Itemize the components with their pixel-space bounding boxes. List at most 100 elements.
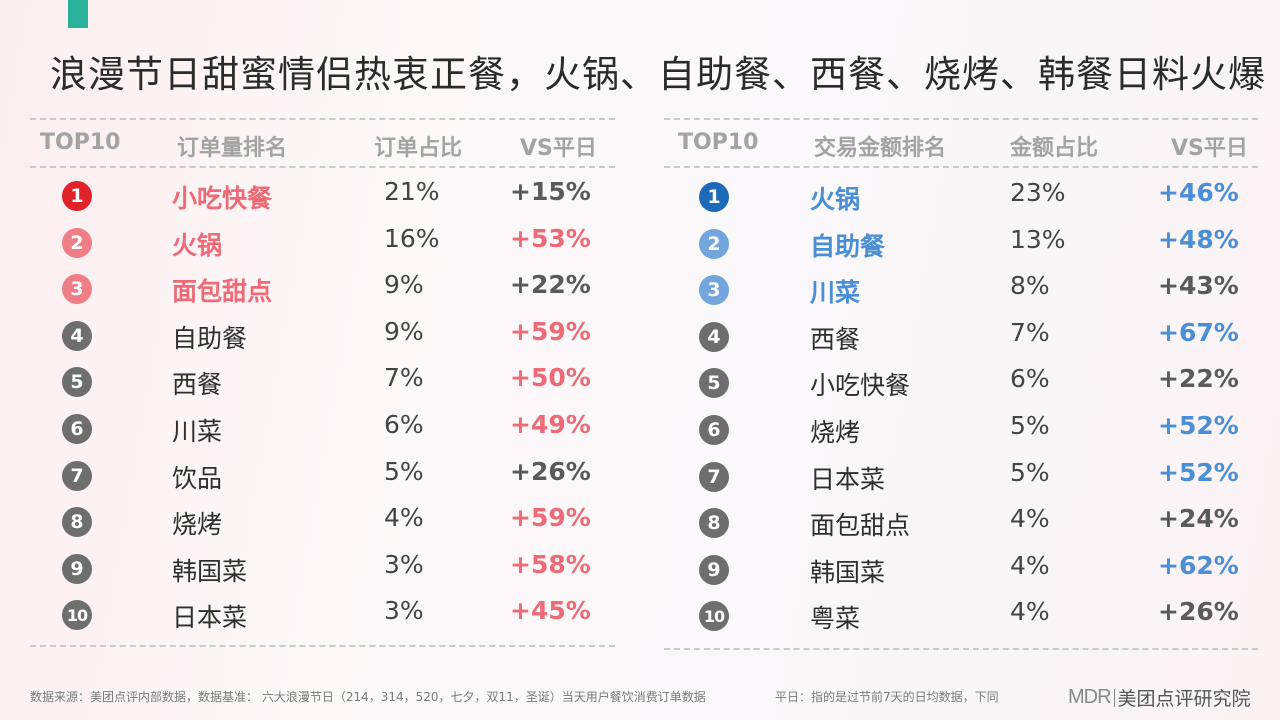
table-bottom-divider — [30, 644, 615, 647]
table-top-divider — [30, 118, 615, 120]
share-value: 8% — [1010, 271, 1050, 301]
category-name: 粤菜 — [810, 604, 861, 634]
baseline-note: 平日：指的是过节前7天的日均数据，下同 — [775, 690, 999, 704]
vs-weekday-value: +46% — [1158, 178, 1239, 207]
table-row: 7 饮品 5% +26% — [30, 453, 615, 500]
share-value: 7% — [384, 363, 424, 393]
share-value: 9% — [384, 270, 424, 300]
vs-weekday-value: +26% — [1158, 597, 1239, 627]
table-row: 2 火锅 16% +53% — [30, 220, 615, 267]
vs-weekday-value: +67% — [1158, 317, 1239, 347]
rank-badge: 6 — [62, 413, 92, 444]
rank-badge: 2 — [62, 227, 92, 258]
category-name: 韩国菜 — [810, 557, 886, 587]
table-row: 3 面包甜点 9% +22% — [30, 266, 615, 313]
rank-badge: 10 — [62, 600, 92, 631]
table-header: TOP10 订单量排名 订单占比 VS平日 — [30, 120, 615, 166]
share-value: 23% — [1010, 178, 1066, 207]
header-category: 交易金额排名 — [814, 136, 947, 161]
logo-mark: MDR — [1068, 686, 1112, 708]
table-row: 1 火锅 23% +46% — [664, 174, 1258, 221]
share-value: 16% — [384, 223, 440, 253]
share-value: 5% — [384, 456, 424, 486]
table-header: TOP10 交易金额排名 金额占比 VS平日 — [664, 120, 1258, 166]
vs-weekday-value: +22% — [510, 270, 591, 300]
rank-badge: 1 — [699, 182, 729, 212]
table-row: 4 自助餐 9% +59% — [30, 313, 615, 360]
table-row: 9 韩国菜 4% +62% — [664, 547, 1258, 594]
vs-weekday-value: +50% — [510, 363, 591, 393]
accent-block — [68, 0, 88, 28]
category-name: 烧烤 — [810, 417, 861, 447]
category-name: 烧烤 — [172, 510, 223, 540]
table-row: 7 日本菜 5% +52% — [664, 454, 1258, 501]
table-row: 1 小吃快餐 21% +15% — [30, 173, 615, 220]
rank-badge: 2 — [699, 228, 729, 259]
category-name: 面包甜点 — [172, 277, 273, 307]
rank-badge: 4 — [699, 321, 729, 352]
table-row: 5 小吃快餐 6% +22% — [664, 360, 1258, 407]
logo-divider — [1113, 688, 1115, 707]
header-vs: VS平日 — [520, 136, 597, 161]
category-name: 饮品 — [172, 463, 223, 493]
table-row: 8 烧烤 4% +59% — [30, 499, 615, 546]
table-row: 5 西餐 7% +50% — [30, 359, 615, 406]
rank-badge: 8 — [62, 507, 92, 538]
vs-weekday-value: +59% — [510, 316, 591, 346]
rank-badge: 4 — [62, 320, 92, 351]
rank-badge: 1 — [62, 181, 92, 211]
table-row: 8 面包甜点 4% +24% — [664, 500, 1258, 547]
rank-badge: 3 — [699, 275, 729, 306]
share-value: 3% — [384, 549, 424, 579]
logo-text: 美团点评研究院 — [1117, 688, 1251, 710]
vs-weekday-value: +62% — [1158, 550, 1239, 580]
table-bottom-divider — [664, 647, 1258, 650]
vs-weekday-value: +58% — [510, 549, 591, 579]
page-title: 浪漫节日甜蜜情侣热衷正餐，火锅、自助餐、西餐、烧烤、韩餐日料火爆 — [50, 53, 1266, 96]
rank-badge: 3 — [62, 274, 92, 305]
category-name: 小吃快餐 — [810, 371, 911, 401]
rank-badge: 5 — [62, 367, 92, 398]
category-name: 日本菜 — [810, 464, 886, 494]
table-row: 10 粤菜 4% +26% — [664, 593, 1258, 640]
table-top-divider — [664, 118, 1258, 120]
order-ranking-table: TOP10 订单量排名 订单占比 VS平日 1 小吃快餐 21% +15% 2 火锅 16%… — [30, 118, 615, 647]
category-name: 自助餐 — [810, 231, 886, 261]
rank-badge: 10 — [699, 601, 729, 632]
vs-weekday-value: +49% — [510, 409, 591, 439]
table-row: 2 自助餐 13% +48% — [664, 221, 1258, 268]
vs-weekday-value: +43% — [1158, 271, 1239, 301]
table-row: 4 西餐 7% +67% — [664, 314, 1258, 361]
category-name: 火锅 — [810, 185, 861, 214]
share-value: 3% — [384, 596, 424, 626]
category-name: 川菜 — [810, 278, 861, 308]
category-name: 日本菜 — [172, 603, 248, 633]
share-value: 4% — [1010, 504, 1050, 534]
rank-badge: 9 — [699, 554, 729, 585]
header-vs: VS平日 — [1171, 136, 1248, 161]
table-row: 6 川菜 6% +49% — [30, 406, 615, 453]
sales-ranking-table: TOP10 交易金额排名 金额占比 VS平日 1 火锅 23% +46% 2 自助餐 13%… — [664, 118, 1258, 650]
table-row: 3 川菜 8% +43% — [664, 267, 1258, 314]
table-header-divider — [664, 166, 1258, 168]
share-value: 6% — [1010, 364, 1050, 394]
category-name: 西餐 — [810, 324, 861, 354]
category-name: 韩国菜 — [172, 556, 248, 586]
vs-weekday-value: +45% — [510, 596, 591, 626]
table-body: 1 火锅 23% +46% 2 自助餐 13% +48% 3 川菜 8% +43% 4 西餐 7% +67% 5… — [664, 168, 1258, 640]
vs-weekday-value: +52% — [1158, 457, 1239, 487]
rank-badge: 9 — [62, 553, 92, 584]
share-value: 7% — [1010, 317, 1050, 347]
table-body: 1 小吃快餐 21% +15% 2 火锅 16% +53% 3 面包甜点 9% +22% 4 自助餐 9% +… — [30, 168, 615, 639]
category-name: 面包甜点 — [810, 511, 911, 541]
share-value: 4% — [1010, 550, 1050, 580]
vs-weekday-value: +53% — [510, 223, 591, 253]
vs-weekday-value: +48% — [1158, 224, 1239, 254]
category-name: 西餐 — [172, 370, 223, 400]
share-value: 6% — [384, 409, 424, 439]
vs-weekday-value: +26% — [510, 456, 591, 486]
rank-badge: 5 — [699, 368, 729, 399]
category-name: 小吃快餐 — [172, 184, 273, 213]
header-share: 金额占比 — [1010, 136, 1099, 161]
category-name: 自助餐 — [172, 323, 248, 353]
